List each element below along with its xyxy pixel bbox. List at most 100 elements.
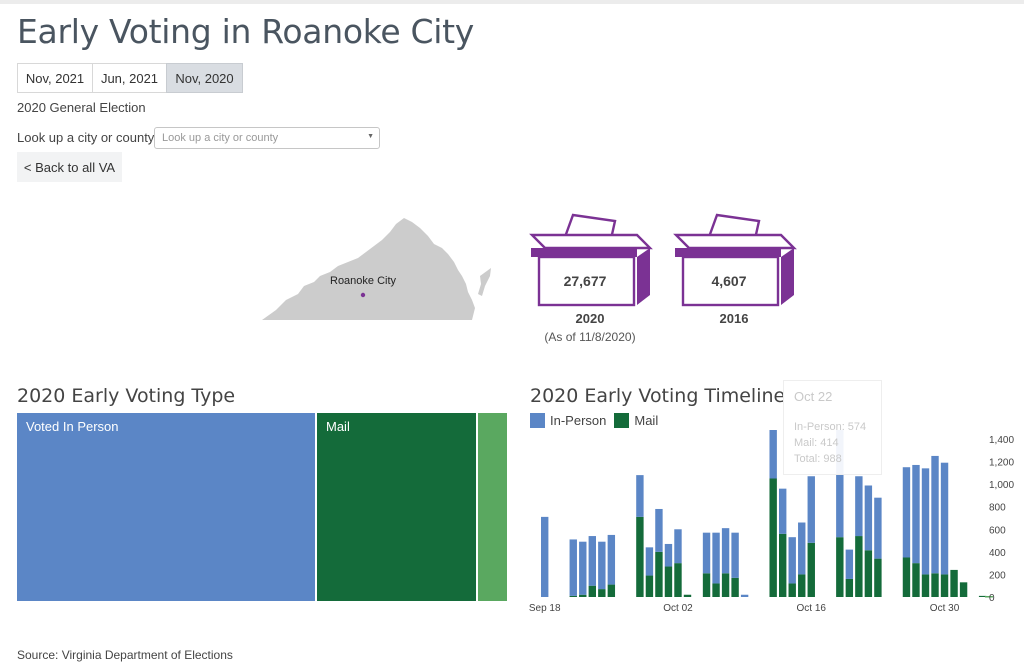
bar-in-person-oct-15[interactable] (798, 522, 806, 575)
virginia-map[interactable] (262, 218, 494, 322)
bar-mail-oct-22[interactable] (864, 550, 873, 597)
bar-mail-oct-14[interactable] (788, 583, 796, 597)
treemap-cell-mail[interactable]: Mail (317, 413, 476, 601)
source-note: Source: Virginia Department of Elections (17, 648, 233, 662)
bar-in-person-sep-30[interactable] (655, 508, 663, 552)
bar-in-person-oct-30[interactable] (940, 462, 949, 575)
voting-type-title: 2020 Early Voting Type (17, 385, 236, 407)
legend-label-mail: Mail (634, 413, 659, 428)
bar-in-person-sep-23[interactable] (588, 536, 596, 586)
bar-mail-oct-27[interactable] (912, 563, 920, 597)
map-city-label: Roanoke City (330, 275, 397, 287)
bar-other-nov-03[interactable] (984, 596, 993, 598)
bar-in-person-sep-25[interactable] (607, 534, 616, 585)
bar-mail-oct-01[interactable] (664, 566, 673, 597)
bar-mail-nov-03[interactable] (978, 595, 987, 597)
chevron-down-icon: ▼ (367, 133, 374, 140)
bar-mail-oct-23[interactable] (874, 558, 882, 597)
bar-in-person-oct-26[interactable] (902, 467, 911, 558)
bar-in-person-sep-29[interactable] (645, 547, 654, 576)
bar-in-person-oct-16[interactable] (807, 476, 815, 543)
tab-nov-2020[interactable]: Nov, 2020 (166, 63, 243, 93)
bar-mail-nov-01[interactable] (959, 582, 968, 597)
bar-in-person-oct-02[interactable] (674, 529, 682, 564)
page-title: Early Voting in Roanoke City (17, 12, 475, 51)
timeline-chart: 0 200 400 600 800 1,000 1,200 1,400 Sep 18 Oct 02… (529, 430, 1014, 614)
treemap-label-in-person: Voted In Person (26, 419, 119, 434)
bar-mail-oct-06[interactable] (712, 583, 720, 597)
bar-mail-oct-02[interactable] (674, 563, 682, 597)
bar-mail-oct-29[interactable] (931, 573, 939, 597)
top-border (0, 0, 1024, 4)
bar-mail-sep-24[interactable] (598, 589, 606, 597)
tooltip-in-person: In-Person: 574 (794, 421, 867, 433)
bar-in-person-oct-14[interactable] (788, 537, 796, 584)
eastern-shore-shape (478, 268, 491, 296)
bar-in-person-sep-22[interactable] (579, 541, 587, 595)
tab-jun-2021[interactable]: Jun, 2021 (92, 63, 167, 93)
bar-mail-sep-28[interactable] (636, 516, 644, 597)
bar-mail-oct-15[interactable] (798, 574, 806, 597)
y-tick-label: 800 (989, 503, 1006, 514)
bar-mail-sep-22[interactable] (579, 594, 587, 597)
bar-mail-oct-30[interactable] (940, 574, 949, 597)
bar-in-person-sep-21[interactable] (569, 539, 577, 596)
bar-in-person-oct-12[interactable] (769, 430, 777, 479)
bar-in-person-oct-20[interactable] (845, 549, 854, 579)
bar-mail-oct-08[interactable] (731, 577, 739, 597)
bar-in-person-oct-29[interactable] (931, 455, 939, 574)
bar-in-person-oct-06[interactable] (712, 532, 720, 584)
bar-in-person-oct-01[interactable] (664, 543, 673, 567)
bar-in-person-oct-27[interactable] (912, 464, 920, 564)
bar-mail-oct-05[interactable] (702, 573, 711, 597)
bar-mail-oct-03[interactable] (683, 594, 692, 597)
y-tick-label: 600 (989, 525, 1006, 536)
bar-mail-oct-13[interactable] (779, 533, 787, 597)
y-tick-label: 1,000 (989, 480, 1014, 491)
y-tick-label: 200 (989, 570, 1006, 581)
bar-mail-oct-31[interactable] (950, 569, 958, 597)
bar-mail-oct-12[interactable] (769, 478, 777, 598)
x-tick-label: Oct 30 (930, 603, 960, 614)
bar-mail-sep-23[interactable] (588, 585, 596, 597)
tooltip-mail: Mail: 414 (794, 437, 839, 449)
bar-in-person-oct-23[interactable] (874, 497, 882, 559)
bar-mail-sep-25[interactable] (607, 584, 616, 597)
bar-mail-sep-29[interactable] (645, 575, 654, 597)
bar-in-person-oct-22[interactable] (864, 485, 873, 551)
legend-swatch-mail (614, 413, 630, 428)
bar-in-person-oct-05[interactable] (702, 532, 711, 574)
ballot-year-2016: 2016 (719, 311, 749, 326)
treemap-cell-in-person[interactable]: Voted In Person (17, 413, 315, 601)
bar-in-person-oct-08[interactable] (731, 532, 739, 578)
ballot-count-2020: 27,677 (563, 273, 607, 289)
bar-mail-oct-16[interactable] (807, 542, 815, 597)
bar-in-person-oct-07[interactable] (721, 528, 730, 574)
bar-mail-oct-21[interactable] (855, 536, 863, 597)
bar-mail-sep-21[interactable] (569, 595, 577, 597)
lookup-select[interactable]: Look up a city or county ▼ (154, 127, 380, 149)
ballot-year-2020: 2020 (575, 311, 605, 326)
bar-mail-oct-19[interactable] (836, 537, 844, 597)
tab-nov-2021[interactable]: Nov, 2021 (17, 63, 93, 93)
bar-in-person-oct-28[interactable] (921, 468, 930, 575)
bar-mail-oct-28[interactable] (921, 574, 930, 597)
bar-mail-oct-20[interactable] (845, 578, 854, 597)
bar-mail-sep-30[interactable] (655, 551, 663, 597)
timeline-legend: In-Person Mail (530, 413, 658, 428)
lookup-label: Look up a city or county: (17, 130, 158, 145)
treemap-label-mail: Mail (326, 419, 350, 434)
bar-mail-oct-07[interactable] (721, 573, 730, 597)
bar-in-person-sep-24[interactable] (598, 541, 606, 590)
voting-timeline-title: 2020 Early Voting Timeline (530, 385, 786, 407)
voting-type-treemap: Voted In Person Mail (17, 413, 507, 601)
bar-in-person-oct-19[interactable] (836, 430, 844, 538)
bar-in-person-oct-21[interactable] (855, 476, 863, 537)
bar-in-person-sep-28[interactable] (636, 475, 644, 517)
bar-in-person-oct-09[interactable] (740, 594, 749, 597)
bar-mail-oct-26[interactable] (902, 557, 911, 598)
bar-in-person-sep-18[interactable] (541, 516, 549, 597)
bar-in-person-oct-13[interactable] (779, 488, 787, 534)
treemap-cell-other[interactable] (478, 413, 507, 601)
back-button[interactable]: < Back to all VA (17, 152, 122, 182)
